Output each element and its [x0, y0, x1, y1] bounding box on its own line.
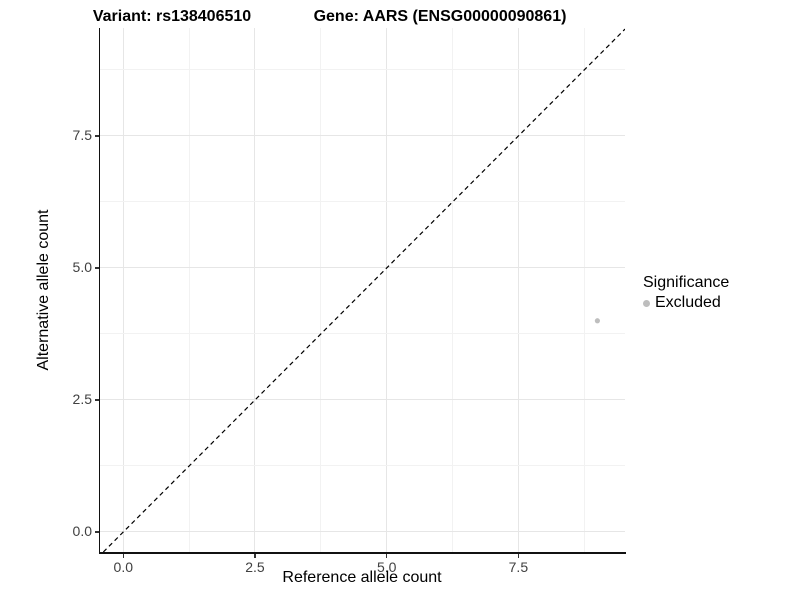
- x-tick-label: 7.5: [508, 559, 529, 575]
- gridline-y-major: [100, 531, 625, 533]
- gridline-y-minor: [100, 201, 625, 203]
- x-tick-mark: [385, 553, 388, 558]
- x-tick-mark: [517, 553, 520, 558]
- gridline-y-minor: [100, 333, 625, 335]
- x-tick-label: 2.5: [245, 559, 265, 575]
- y-axis-title: Alternative allele count: [35, 209, 52, 371]
- x-tick-mark: [254, 553, 256, 558]
- x-tick-mark: [122, 553, 125, 558]
- gridline-x-major: [122, 28, 124, 552]
- gridline-y-minor: [100, 69, 625, 71]
- legend-item-excluded: Excluded: [643, 294, 729, 312]
- gridline-x-major: [254, 28, 256, 552]
- gridline-x-minor: [320, 28, 322, 552]
- y-tick-mark: [94, 399, 99, 401]
- gridline-y-major: [100, 135, 625, 137]
- legend-title: Significance: [643, 274, 730, 291]
- gridline-x-major: [386, 28, 388, 552]
- y-tick-label: 7.5: [72, 126, 92, 143]
- plot-title-gene: Gene: AARS (ENSG00000090861): [313, 8, 567, 25]
- gridline-y-major: [100, 399, 625, 401]
- x-tick-label: 0.0: [113, 559, 134, 575]
- identity-dashed-line: [102, 28, 625, 552]
- x-tick-label: 5.0: [376, 559, 397, 575]
- y-axis-line: [98, 28, 100, 554]
- y-tick-label: 0.0: [72, 522, 92, 539]
- y-tick-mark: [94, 531, 99, 533]
- y-tick-mark: [94, 135, 99, 137]
- x-axis-title: Reference allele count: [282, 569, 442, 586]
- legend: Significance Excluded: [643, 274, 729, 312]
- gridline-y-minor: [100, 465, 625, 467]
- gridline-x-minor: [452, 28, 454, 552]
- gridline-x-minor: [188, 28, 190, 552]
- plot-layer: [102, 28, 625, 552]
- legend-item-label: Excluded: [655, 294, 721, 311]
- y-tick-mark: [94, 267, 99, 269]
- gridline-y-major: [100, 267, 625, 269]
- y-tick-label: 5.0: [72, 258, 92, 275]
- gridline-x-minor: [583, 28, 585, 552]
- plot-title-variant: Variant: rs138406510: [92, 8, 252, 25]
- y-tick-label: 2.5: [72, 390, 92, 407]
- data-point: [594, 318, 600, 324]
- x-axis-line: [98, 552, 626, 554]
- legend-key-dot: [643, 299, 650, 307]
- plot-panel: [100, 28, 625, 552]
- gridline-x-major: [517, 28, 519, 552]
